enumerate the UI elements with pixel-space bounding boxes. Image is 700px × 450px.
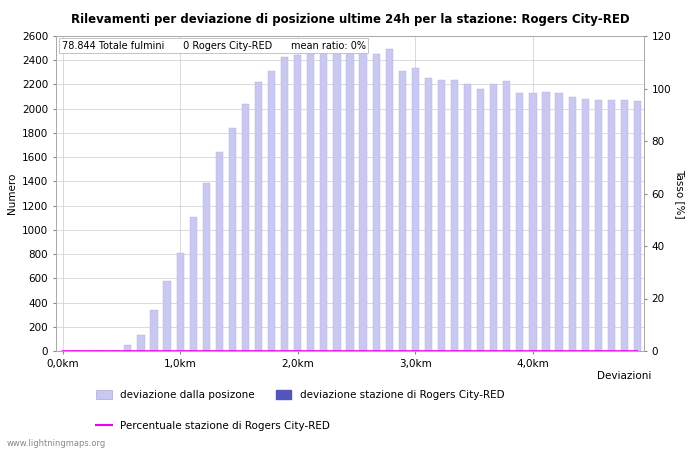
Bar [281, 57, 288, 351]
Bar [294, 55, 301, 351]
Bar [517, 93, 524, 351]
Bar [216, 152, 223, 351]
Bar [582, 99, 589, 351]
Bar [360, 50, 367, 351]
Bar [321, 48, 328, 351]
Bar [568, 97, 575, 351]
Text: 78.844 Totale fulmini      0 Rogers City-RED      mean ratio: 0%: 78.844 Totale fulmini 0 Rogers City-RED … [62, 41, 366, 51]
Bar [399, 71, 406, 351]
Bar [190, 216, 197, 351]
Text: Deviazioni: Deviazioni [596, 371, 651, 381]
Bar [164, 281, 171, 351]
Text: www.lightningmaps.org: www.lightningmaps.org [7, 439, 106, 448]
Bar [621, 100, 628, 351]
Bar [125, 345, 132, 351]
Bar [203, 183, 210, 351]
Bar [529, 93, 536, 351]
Bar [464, 85, 471, 351]
Bar [425, 78, 432, 351]
Bar [595, 100, 602, 351]
Bar [477, 89, 484, 351]
Legend: Percentuale stazione di Rogers City-RED: Percentuale stazione di Rogers City-RED [96, 421, 330, 431]
Bar [229, 128, 236, 351]
Bar [503, 81, 510, 351]
Bar [386, 50, 393, 351]
Bar [556, 93, 563, 351]
Bar [307, 54, 314, 351]
Bar [542, 92, 550, 351]
Bar [608, 100, 615, 351]
Bar [176, 253, 183, 351]
Bar [255, 82, 262, 351]
Bar [438, 80, 445, 351]
Y-axis label: Tasso [%]: Tasso [%] [676, 169, 685, 218]
Bar [346, 47, 354, 351]
Bar [451, 80, 458, 351]
Bar [268, 71, 275, 351]
Legend: deviazione dalla posizone, deviazione stazione di Rogers City-RED: deviazione dalla posizone, deviazione st… [96, 390, 504, 400]
Bar [137, 335, 144, 351]
Bar [242, 104, 249, 351]
Bar [634, 101, 641, 351]
Bar [412, 68, 419, 351]
Bar [333, 47, 340, 351]
Bar [372, 54, 379, 351]
Text: Rilevamenti per deviazione di posizione ultime 24h per la stazione: Rogers City-: Rilevamenti per deviazione di posizione … [71, 14, 629, 27]
Bar [490, 85, 497, 351]
Bar [150, 310, 158, 351]
Y-axis label: Numero: Numero [6, 173, 17, 214]
